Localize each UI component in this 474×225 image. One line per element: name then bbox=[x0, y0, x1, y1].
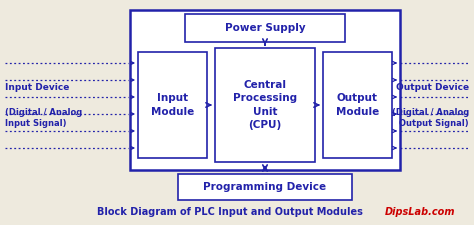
FancyArrowPatch shape bbox=[263, 165, 267, 171]
Bar bbox=[185, 14, 345, 42]
Text: Block Diagram of PLC Input and Output Modules: Block Diagram of PLC Input and Output Mo… bbox=[97, 207, 363, 217]
FancyArrowPatch shape bbox=[130, 61, 134, 65]
FancyArrowPatch shape bbox=[130, 112, 134, 116]
FancyArrowPatch shape bbox=[130, 95, 134, 99]
FancyArrowPatch shape bbox=[392, 95, 396, 99]
FancyArrowPatch shape bbox=[392, 146, 396, 150]
Text: Programming Device: Programming Device bbox=[203, 182, 327, 192]
FancyArrowPatch shape bbox=[130, 78, 134, 82]
FancyArrowPatch shape bbox=[314, 103, 319, 107]
FancyArrowPatch shape bbox=[206, 103, 210, 107]
Bar bbox=[130, 10, 400, 170]
Bar bbox=[138, 52, 207, 158]
Text: Input
Module: Input Module bbox=[151, 93, 194, 117]
FancyArrowPatch shape bbox=[392, 129, 396, 133]
Text: Central
Processing
Unit
(CPU): Central Processing Unit (CPU) bbox=[233, 80, 297, 130]
Text: Power Supply: Power Supply bbox=[225, 23, 305, 33]
Bar bbox=[215, 48, 315, 162]
Text: (Digital / Analog
Output Signal): (Digital / Analog Output Signal) bbox=[392, 108, 469, 128]
FancyArrowPatch shape bbox=[263, 39, 267, 45]
FancyArrowPatch shape bbox=[130, 129, 134, 133]
Text: (Digital / Analog
Input Signal): (Digital / Analog Input Signal) bbox=[5, 108, 82, 128]
FancyArrowPatch shape bbox=[392, 112, 396, 116]
Bar bbox=[323, 52, 392, 158]
Text: Output
Module: Output Module bbox=[336, 93, 379, 117]
Bar bbox=[178, 174, 352, 200]
Text: Output Device: Output Device bbox=[396, 83, 469, 92]
Text: DipsLab.com: DipsLab.com bbox=[384, 207, 455, 217]
FancyArrowPatch shape bbox=[392, 61, 396, 65]
FancyArrowPatch shape bbox=[392, 78, 396, 82]
FancyArrowPatch shape bbox=[130, 146, 134, 150]
Text: Input Device: Input Device bbox=[5, 83, 69, 92]
